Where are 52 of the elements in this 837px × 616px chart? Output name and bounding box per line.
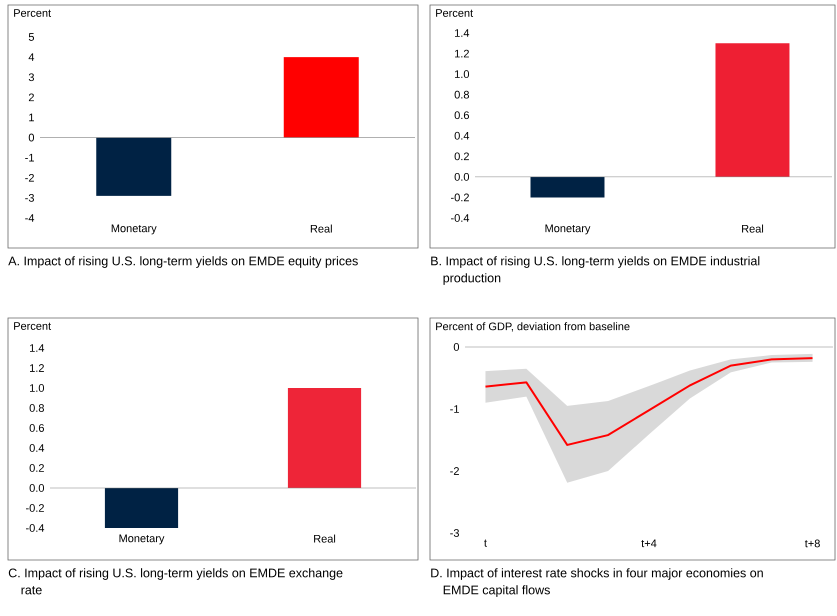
- y-tick-label: 1.4: [30, 344, 44, 352]
- y-tick-label: -3: [25, 194, 34, 202]
- y-tick-label: 2: [28, 94, 34, 102]
- y-tick-label: 0.8: [30, 404, 44, 412]
- y-tick-label: -0.2: [451, 194, 469, 202]
- y-tick-label: 0.6: [454, 111, 469, 120]
- x-tick-label: Monetary: [119, 534, 164, 544]
- y-tick-label: -0.2: [26, 504, 44, 512]
- y-tick-label: 0.4: [30, 444, 44, 452]
- y-tick-label: 0.0: [454, 173, 470, 181]
- y-tick-label: 0.4: [454, 132, 470, 140]
- y-axis-title: Percent: [436, 9, 474, 17]
- x-tick-label: Real: [742, 224, 764, 233]
- y-axis-title: Percent: [14, 9, 52, 17]
- text: D. Impact of interest rate shocks in four major economies on EMDE capital flows: [431, 568, 763, 597]
- x-tick-label: t+8: [804, 540, 820, 548]
- x-tick-label: t+4: [641, 540, 656, 548]
- y-tick-label: 1.0: [455, 70, 470, 78]
- y-tick-label: 0: [28, 134, 34, 142]
- x-tick-label: Real: [310, 224, 332, 233]
- x-tick-label: Monetary: [545, 224, 590, 234]
- y-tick-label: 0.2: [454, 152, 469, 160]
- y-tick-label: 1.4: [455, 29, 470, 37]
- y-tick-label: 5: [28, 33, 34, 41]
- y-tick-label: -3: [450, 529, 459, 537]
- text: A. Impact of rising U.S. long-term yields on EMDE equity prices: [8, 256, 358, 268]
- y-tick-label: 1.0: [30, 384, 44, 392]
- x-tick-label: Real: [314, 534, 336, 543]
- y-tick-label: 0.0: [30, 484, 44, 492]
- y-tick-label: 3: [28, 73, 34, 82]
- y-tick-label: -4: [25, 214, 34, 222]
- text: C. Impact of rising U.S. long-term yields on EMDE exchange rate: [8, 568, 342, 594]
- y-tick-label: 0.8: [454, 90, 469, 99]
- line-series: [484, 357, 814, 446]
- y-tick-label: 0.6: [30, 424, 44, 432]
- y-tick-label: 0: [454, 343, 460, 351]
- x-tick-label: t: [484, 540, 487, 547]
- text: B. Impact of rising U.S. long-term yields on EMDE industrial production: [431, 256, 760, 285]
- y-tick-label: 4: [28, 53, 34, 61]
- y-axis-title: Percent of GDP, deviation from baseline: [436, 322, 630, 332]
- y-tick-label: 1: [29, 114, 34, 122]
- y-tick-label: -1: [25, 154, 34, 162]
- y-axis-title: Percent: [14, 322, 52, 330]
- y-tick-label: 1.2: [30, 364, 44, 372]
- y-tick-label: -1: [450, 405, 459, 413]
- x-tick-label: Monetary: [112, 224, 157, 234]
- y-tick-label: -0.4: [26, 524, 44, 532]
- y-tick-label: -2: [450, 467, 459, 475]
- y-tick-label: 0.2: [30, 464, 44, 472]
- y-tick-label: 1.2: [455, 50, 469, 58]
- y-tick-label: -0.4: [451, 214, 470, 222]
- y-tick-label: -2: [25, 174, 34, 182]
